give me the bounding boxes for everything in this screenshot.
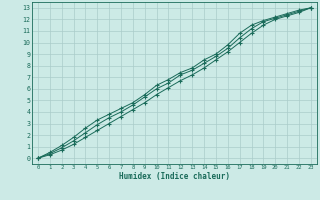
X-axis label: Humidex (Indice chaleur): Humidex (Indice chaleur) — [119, 172, 230, 181]
